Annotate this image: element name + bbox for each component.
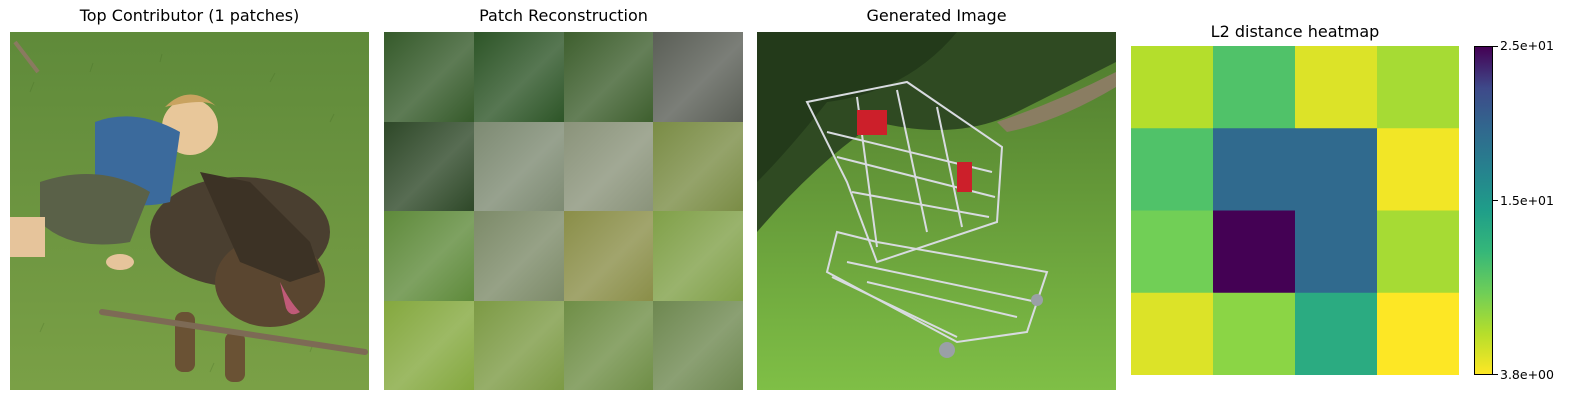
shopping-cart-photo xyxy=(757,32,1116,390)
heatmap-cell xyxy=(1377,210,1459,294)
heatmap-cell xyxy=(1295,210,1378,294)
heatmap-cell xyxy=(1131,46,1214,129)
heatmap-cell xyxy=(1213,128,1296,211)
colorbar-tick-label: 3.8e+00 xyxy=(1500,367,1554,382)
patch-reconstruction-image xyxy=(384,32,743,390)
heatmap-cell xyxy=(1377,292,1459,375)
patch-tile xyxy=(653,300,743,390)
heatmap-colorbar xyxy=(1474,46,1493,375)
heatmap-cell xyxy=(1213,46,1296,129)
heatmap-cell xyxy=(1131,292,1214,375)
patch-tile xyxy=(653,121,743,211)
patch-tile xyxy=(473,121,564,211)
patch-tile xyxy=(384,121,474,211)
patch-tile xyxy=(473,300,564,390)
patch-tile xyxy=(384,300,474,390)
patch-tile xyxy=(473,211,564,301)
patch-reconstruction-title: Patch Reconstruction xyxy=(479,6,648,25)
l2-distance-heatmap xyxy=(1131,46,1459,375)
top-contributor-image xyxy=(10,32,369,390)
heatmap-cell xyxy=(1295,128,1378,211)
heatmap-cell xyxy=(1295,46,1378,129)
heatmap-cell xyxy=(1377,128,1459,211)
heatmap-cell xyxy=(1131,210,1214,294)
heatmap-cell xyxy=(1213,292,1296,375)
patch-tile xyxy=(563,300,654,390)
colorbar-tick-label: 1.5e+01 xyxy=(1500,193,1554,209)
colorbar-tick xyxy=(1493,374,1498,375)
heatmap-title: L2 distance heatmap xyxy=(1210,22,1380,41)
generated-image xyxy=(757,32,1116,390)
heatmap-cell xyxy=(1213,210,1296,294)
heatmap-cell xyxy=(1377,46,1459,129)
patch-tile xyxy=(563,211,654,301)
patch-tile xyxy=(563,32,654,122)
patch-tile xyxy=(653,32,743,122)
dog-and-boy-photo xyxy=(10,32,369,390)
patch-tile xyxy=(563,121,654,211)
top-contributor-title: Top Contributor (1 patches) xyxy=(79,6,300,25)
patch-tile xyxy=(384,211,474,301)
heatmap-cell xyxy=(1295,292,1378,375)
patch-tile xyxy=(473,32,564,122)
heatmap-cell xyxy=(1131,128,1214,211)
colorbar-tick xyxy=(1493,46,1498,47)
generated-image-title: Generated Image xyxy=(866,6,1007,25)
patch-tile xyxy=(653,211,743,301)
colorbar-tick xyxy=(1493,200,1498,201)
colorbar-tick-label: 2.5e+01 xyxy=(1500,38,1554,53)
patch-tile xyxy=(384,32,474,122)
